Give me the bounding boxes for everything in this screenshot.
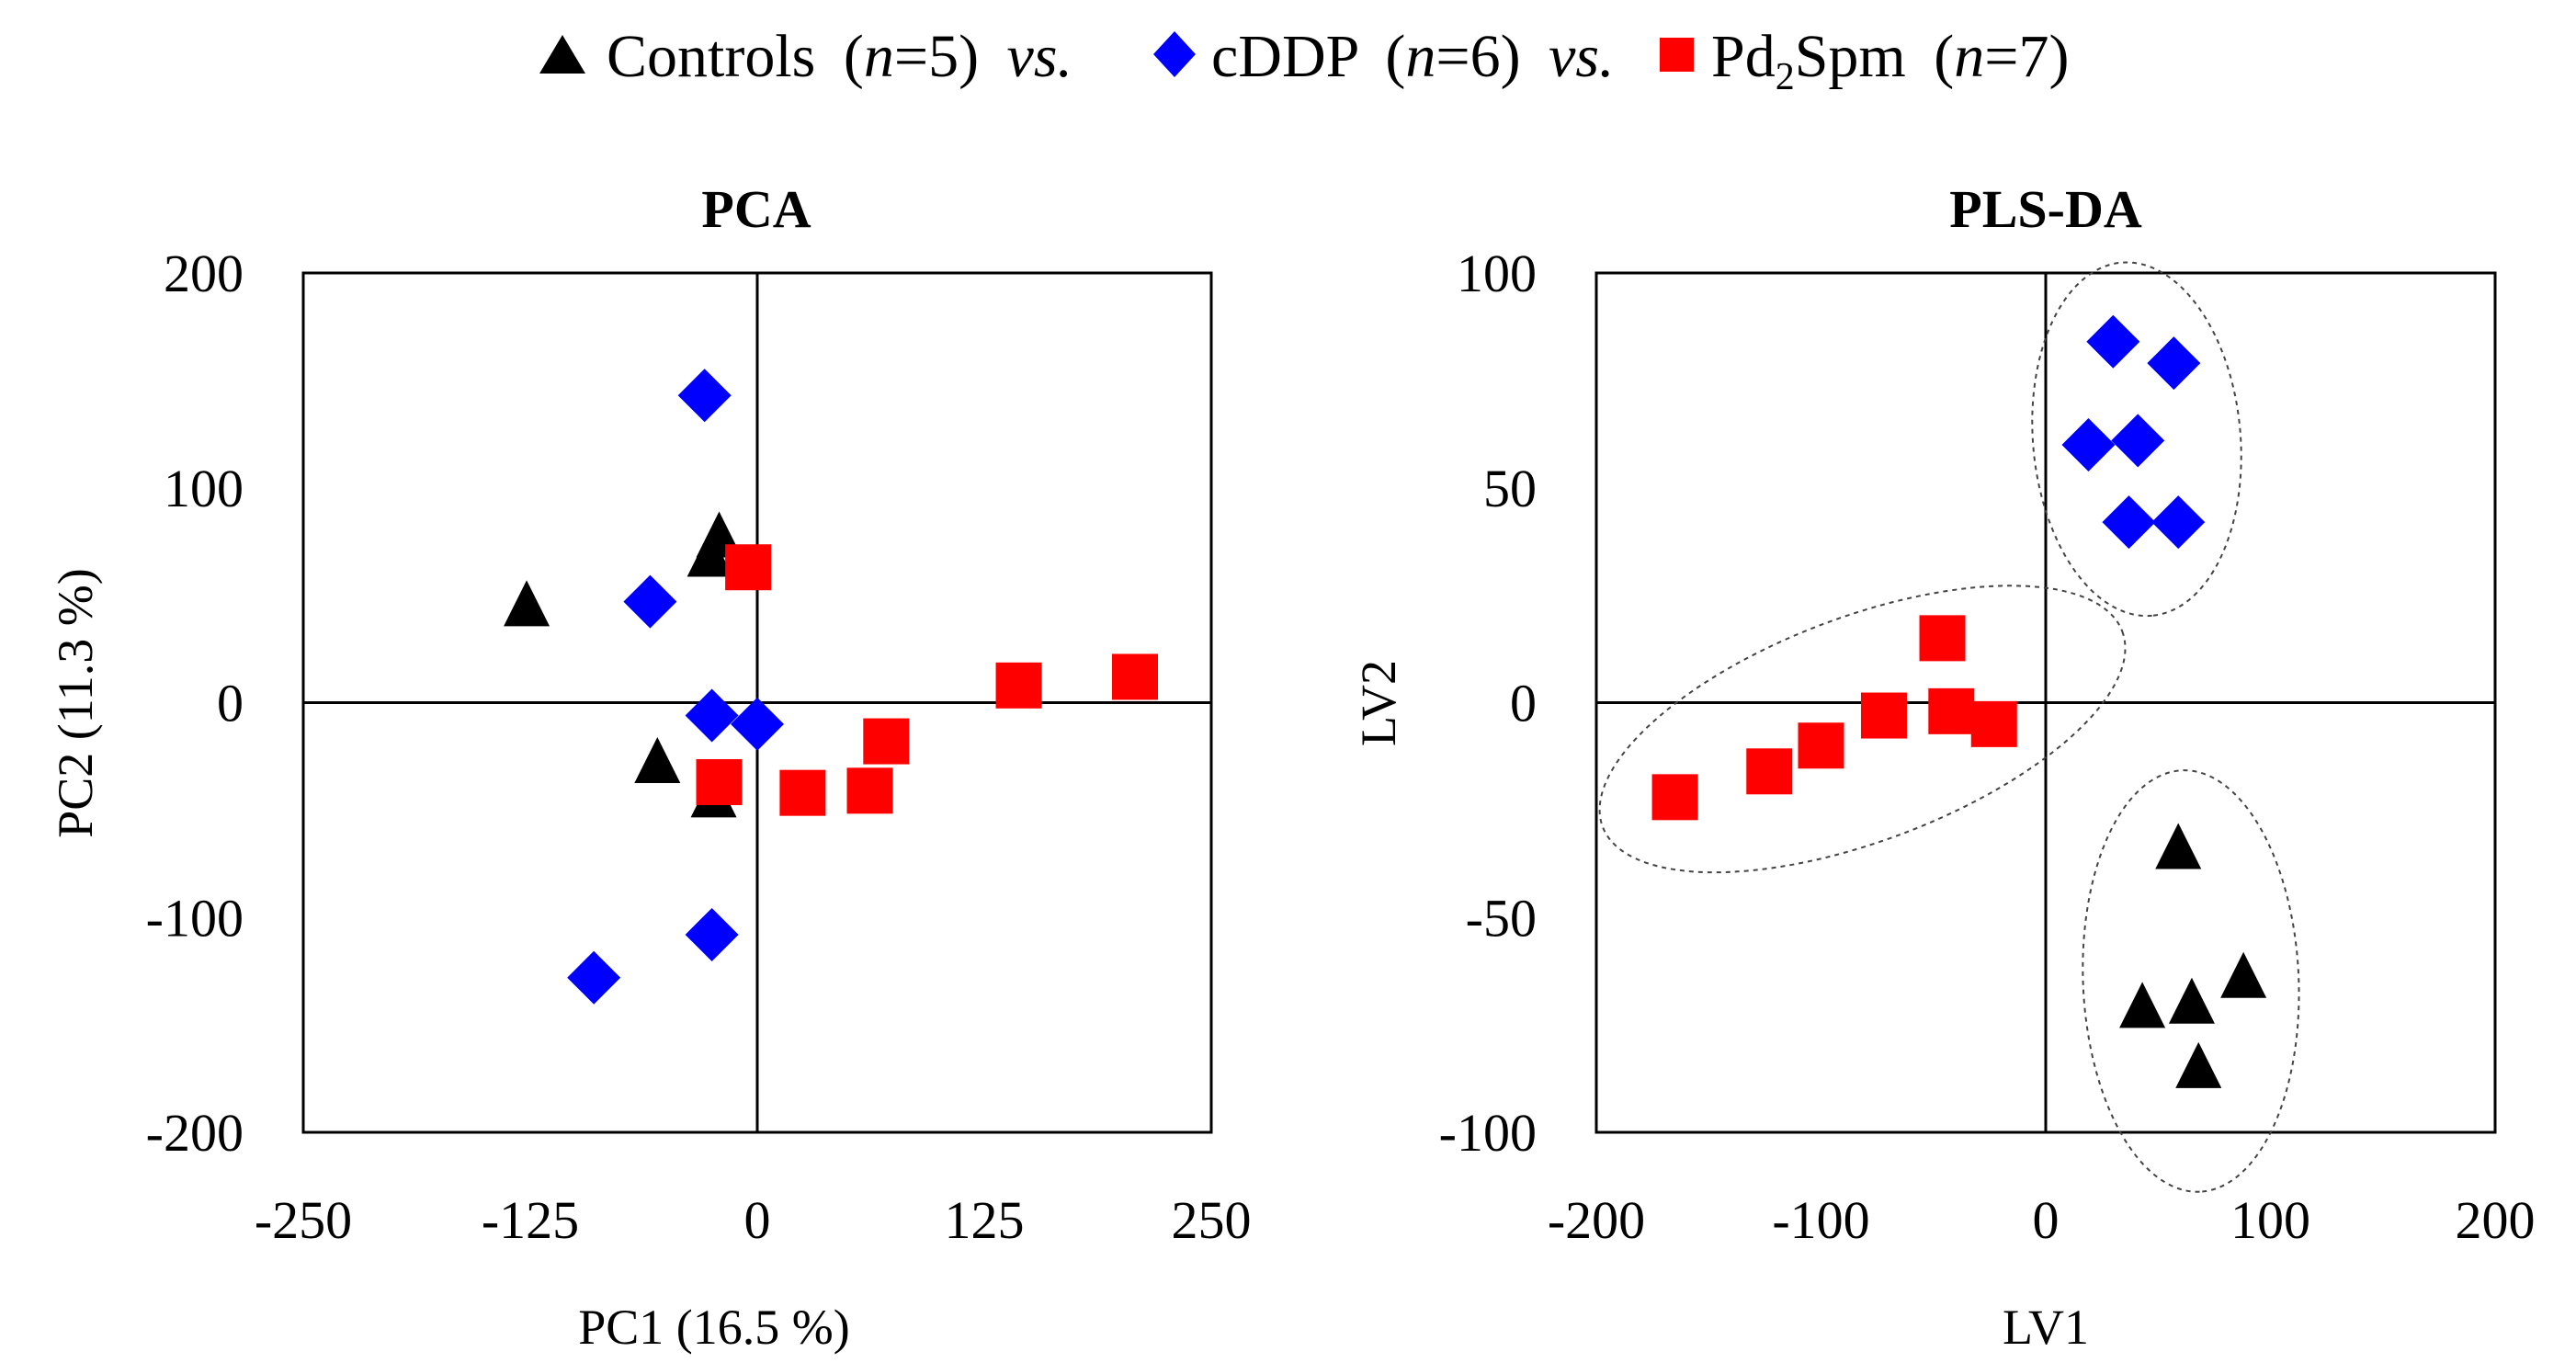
pca-x-tick-label: 250	[1172, 1190, 1252, 1250]
legend-cddp-label: cDDP	[1211, 23, 1358, 90]
legend-vs-2: vs.	[1549, 23, 1614, 90]
plsda-point-cddp	[2102, 495, 2156, 550]
legend-controls-marker	[539, 35, 585, 74]
legend-n-letter-2: n	[1405, 23, 1436, 90]
plsda-point-cddp	[2061, 418, 2116, 471]
legend-controls-count: =5)	[894, 23, 979, 90]
pca-point-controls	[634, 736, 681, 783]
pca-point-controls	[504, 580, 550, 627]
legend-n-letter-3: n	[1954, 23, 1984, 90]
pca-y-tick-label: 200	[164, 244, 244, 303]
plsda-point-cddp	[2147, 336, 2201, 391]
pca-title: PCA	[701, 179, 811, 239]
plsda-x-tick-label: -100	[1772, 1190, 1869, 1250]
legend-cddp-count: =6)	[1436, 23, 1520, 90]
pca-point-pd2spm	[725, 544, 772, 591]
legend-n-letter-1: n	[864, 23, 894, 90]
plsda-x-axis-title: LV1	[2003, 1300, 2089, 1355]
legend-pd2spm-text: Pd2Spm (n=7)	[1711, 23, 2069, 98]
legend-open-paren-3: (	[1934, 23, 1954, 90]
pca-y-tick-labels: 200 100 0 -100 -200	[146, 244, 244, 1163]
pca-x-tick-labels: -250 -125 0 125 250	[255, 1190, 1252, 1250]
plsda-y-tick-label: 50	[1483, 459, 1537, 518]
plsda-point-pd2spm	[1860, 692, 1907, 739]
pca-point-pd2spm	[696, 758, 743, 805]
legend-open-paren-1: (	[844, 23, 864, 90]
legend-vs-1: vs.	[1007, 23, 1072, 90]
plsda-point-cddp	[2111, 414, 2165, 468]
plsda-point-pd2spm	[1928, 687, 1975, 734]
pca-point-pd2spm	[995, 662, 1042, 709]
pca-markers	[504, 369, 1159, 1005]
plsda-point-cddp	[2086, 314, 2140, 369]
plsda-point-controls	[2220, 951, 2267, 998]
pca-point-pd2spm	[779, 769, 826, 816]
pca-point-cddp	[685, 907, 739, 961]
pca-x-tick-label: 0	[744, 1190, 771, 1250]
plsda-point-controls	[2155, 823, 2202, 869]
plsda-point-controls	[2119, 982, 2166, 1028]
pca-y-tick-label: -100	[146, 888, 244, 948]
plsda-y-tick-label: 100	[1457, 244, 1537, 303]
pca-point-cddp	[623, 574, 677, 629]
legend-open-paren-2: (	[1385, 23, 1405, 90]
plsda-x-tick-label: -200	[1548, 1190, 1645, 1250]
pca-point-cddp	[677, 369, 732, 423]
legend: Controls (n=5) vs. cDDP (n=6) vs. Pd2Spm…	[539, 23, 2069, 98]
legend-pd2spm-marker	[1660, 38, 1694, 72]
plsda-axis-lines	[1596, 273, 2495, 1132]
pca-y-tick-label: 0	[217, 674, 244, 733]
plsda-point-pd2spm	[1970, 700, 2017, 747]
pca-point-pd2spm	[1112, 653, 1159, 700]
plsda-point-pd2spm	[1651, 774, 1698, 821]
legend-cddp-text: cDDP (n=6) vs.	[1211, 23, 1615, 90]
plsda-point-pd2spm	[1746, 748, 1793, 795]
pca-point-pd2spm	[846, 767, 893, 814]
legend-cddp-marker	[1153, 31, 1196, 77]
plsda-title: PLS-DA	[1949, 179, 2142, 239]
plsda-x-tick-label: 0	[2033, 1190, 2060, 1250]
plsda-point-cddp	[2151, 495, 2206, 550]
plsda-x-tick-label: 200	[2456, 1190, 2536, 1250]
pca-point-cddp	[685, 688, 739, 743]
legend-controls-label: Controls	[607, 23, 815, 90]
plsda-x-tick-label: 100	[2230, 1190, 2310, 1250]
pca-point-pd2spm	[863, 718, 910, 765]
legend-pd2spm-label-main: Pd	[1711, 23, 1776, 90]
legend-pd2spm-count: =7)	[1984, 23, 2069, 90]
plsda-point-pd2spm	[1919, 615, 1966, 662]
pca-y-axis-title: PC2 (11.3 %)	[48, 568, 103, 838]
pca-chart: PCA -250 -125 0 125 250 200 100 0 -100 -200 PC1 …	[48, 179, 1252, 1355]
plsda-point-controls	[2175, 1041, 2222, 1088]
plsda-markers	[1651, 314, 2267, 1088]
plsda-y-tick-label: -50	[1466, 888, 1537, 948]
plsda-y-axis-title: LV2	[1351, 660, 1406, 746]
pca-x-tick-label: 125	[945, 1190, 1025, 1250]
legend-pd2spm-label-rest: Spm	[1795, 23, 1906, 90]
plsda-y-tick-label: 0	[1510, 674, 1537, 733]
pca-x-tick-label: -125	[482, 1190, 579, 1250]
pca-point-cddp	[731, 697, 784, 751]
plsda-y-tick-labels: 100 50 0 -50 -100	[1439, 244, 1537, 1163]
legend-controls-text: Controls (n=5) vs.	[607, 23, 1072, 90]
pca-x-tick-label: -250	[255, 1190, 352, 1250]
pca-y-tick-label: 100	[164, 459, 244, 518]
pca-x-axis-title: PC1 (16.5 %)	[578, 1300, 850, 1355]
legend-pd2spm-label-sub: 2	[1776, 56, 1795, 98]
plsda-point-controls	[2168, 977, 2215, 1024]
plsda-x-tick-labels: -200 -100 0 100 200	[1548, 1190, 2536, 1250]
pca-point-cddp	[567, 950, 621, 1005]
plsda-group-ellipse-pd2spm	[1598, 585, 2127, 874]
plsda-y-tick-label: -100	[1439, 1103, 1537, 1163]
plsda-point-pd2spm	[1798, 722, 1844, 769]
pca-y-tick-label: -200	[146, 1103, 244, 1163]
